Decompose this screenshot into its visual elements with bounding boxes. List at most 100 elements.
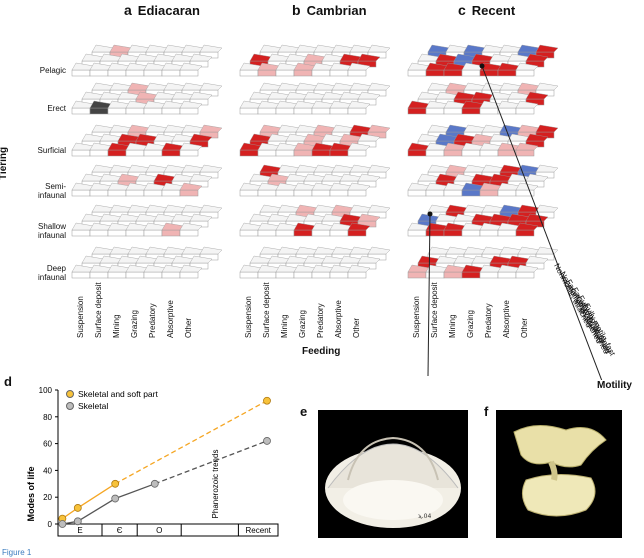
cell <box>515 271 535 279</box>
panel-a-title: a Ediacaran <box>124 2 200 18</box>
figure-caption: Figure 1 <box>2 548 32 557</box>
y-tick-label: 80 <box>43 413 52 422</box>
cell <box>407 271 427 279</box>
cell-top <box>357 173 381 182</box>
feeding-mode-label: Predatory <box>316 303 325 338</box>
cell <box>347 189 367 197</box>
panel-title: Cambrian <box>306 3 367 18</box>
data-point <box>73 504 82 512</box>
feeding-mode-label: Surface deposit <box>430 282 439 338</box>
x-category-band <box>57 523 279 537</box>
cell <box>275 271 295 279</box>
panel-f-letter: f <box>484 404 489 419</box>
cell <box>125 69 145 77</box>
feeding-mode-label: Mining <box>112 314 121 338</box>
x-category-label: O <box>156 526 162 535</box>
feeding-axis-title: Feeding <box>302 346 341 357</box>
cell <box>275 189 295 197</box>
cell <box>329 149 349 157</box>
cell <box>443 229 463 237</box>
arrow-origin-dot <box>427 211 433 217</box>
data-point <box>111 494 120 503</box>
cell <box>347 107 367 115</box>
cell-top <box>515 100 539 109</box>
cell <box>239 189 259 197</box>
cell <box>275 229 295 237</box>
cell <box>257 271 277 279</box>
cell <box>407 189 427 197</box>
feeding-mode-label: Absorptive <box>166 300 175 338</box>
cell <box>71 229 91 237</box>
cell <box>179 69 199 77</box>
data-point <box>73 517 82 526</box>
panel-d-letter: d <box>4 374 12 389</box>
x-category-label: Recent <box>246 526 272 535</box>
cell <box>125 271 145 279</box>
panel-title: Ediacaran <box>137 3 200 18</box>
cell <box>497 229 517 237</box>
cell <box>479 271 499 279</box>
cell <box>107 271 127 279</box>
cell <box>257 229 277 237</box>
cell-top <box>199 44 223 53</box>
cell <box>425 271 445 279</box>
cell <box>143 189 163 197</box>
cell <box>461 107 481 115</box>
legend-marker <box>66 390 74 398</box>
cell <box>239 69 259 77</box>
x-category-label: Є <box>117 526 123 535</box>
cell <box>143 229 163 237</box>
legend-label: Skeletal and soft part <box>78 389 158 399</box>
cell-top <box>189 255 213 264</box>
cell <box>461 69 481 77</box>
cell <box>425 229 445 237</box>
cell-top <box>525 91 549 100</box>
cell <box>329 271 349 279</box>
cell <box>71 149 91 157</box>
cell-top <box>357 133 381 142</box>
data-point <box>111 479 120 488</box>
cell <box>89 189 109 197</box>
cell <box>407 229 427 237</box>
cell-top <box>199 82 223 91</box>
cell <box>461 229 481 237</box>
cell <box>425 107 445 115</box>
cell-top <box>347 222 371 231</box>
cell <box>257 107 277 115</box>
feeding-mode-label: Suspension <box>76 296 85 338</box>
cell <box>125 149 145 157</box>
feeding-mode-label: Suspension <box>244 296 253 338</box>
cell <box>443 107 463 115</box>
cell <box>161 149 181 157</box>
y-tick-label: 100 <box>39 386 53 395</box>
cell <box>311 229 331 237</box>
cell-top <box>189 213 213 222</box>
cell-top <box>525 133 549 142</box>
cell <box>161 229 181 237</box>
cell <box>461 149 481 157</box>
cell-top <box>535 164 559 173</box>
cell <box>515 69 535 77</box>
cell <box>239 229 259 237</box>
cell-top <box>525 213 549 222</box>
cell <box>275 69 295 77</box>
cell <box>125 189 145 197</box>
cell-top <box>367 124 391 133</box>
feeding-mode-label: Absorptive <box>334 300 343 338</box>
feeding-mode-label: Mining <box>448 314 457 338</box>
cell <box>515 107 535 115</box>
feeding-mode-label: Grazing <box>298 309 307 338</box>
cell <box>293 107 313 115</box>
cell-top <box>535 44 559 53</box>
cell-top <box>189 133 213 142</box>
cell <box>179 271 199 279</box>
feeding-mode-label: Surface deposit <box>262 282 271 338</box>
cell <box>125 229 145 237</box>
cell <box>479 69 499 77</box>
cell <box>71 107 91 115</box>
cell <box>293 149 313 157</box>
series-line-segment <box>114 400 268 485</box>
cell <box>89 149 109 157</box>
cell-top <box>525 53 549 62</box>
feeding-mode-label: Absorptive <box>502 300 511 338</box>
